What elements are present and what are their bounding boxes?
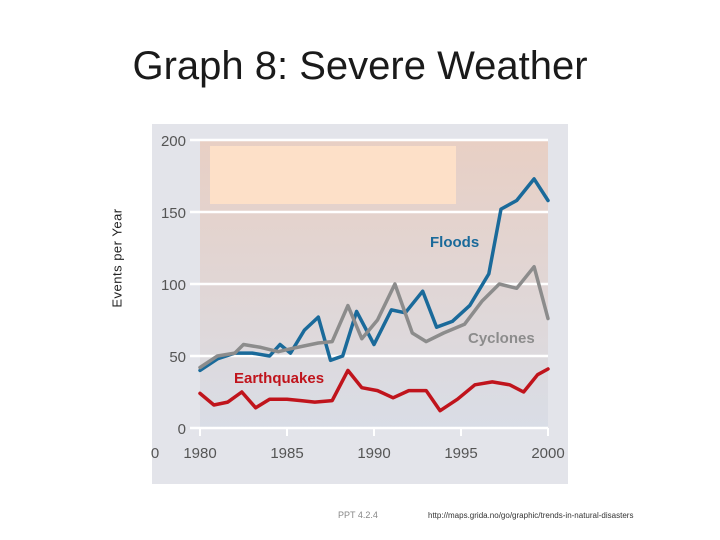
y-tick-label: 150	[161, 205, 186, 222]
series-line-cyclones	[198, 264, 550, 370]
series-line-earthquakes	[198, 367, 550, 413]
x-origin-label: 0	[151, 445, 159, 462]
x-tick-label: 1985	[270, 445, 303, 462]
y-tick-label: 50	[169, 349, 186, 366]
x-tick-label: 1980	[183, 445, 216, 462]
y-tick-label: 200	[161, 133, 186, 150]
series-label-earthquakes: Earthquakes	[234, 370, 324, 387]
source-url: http://maps.grida.no/go/graphic/trends-i…	[428, 511, 634, 520]
x-tick-label: 1990	[357, 445, 390, 462]
slide-title: Graph 8: Severe Weather	[132, 44, 588, 88]
legend-placeholder-box	[210, 146, 456, 204]
x-tick-label: 2000	[531, 445, 564, 462]
x-tick-label: 1995	[444, 445, 477, 462]
series-label-floods: Floods	[430, 234, 479, 251]
y-tick-label: 100	[161, 277, 186, 294]
series-line-floods	[198, 177, 550, 373]
footer-reference: PPT 4.2.4	[338, 510, 378, 520]
y-tick-label: 0	[178, 421, 186, 438]
series-label-cyclones: Cyclones	[468, 330, 535, 347]
